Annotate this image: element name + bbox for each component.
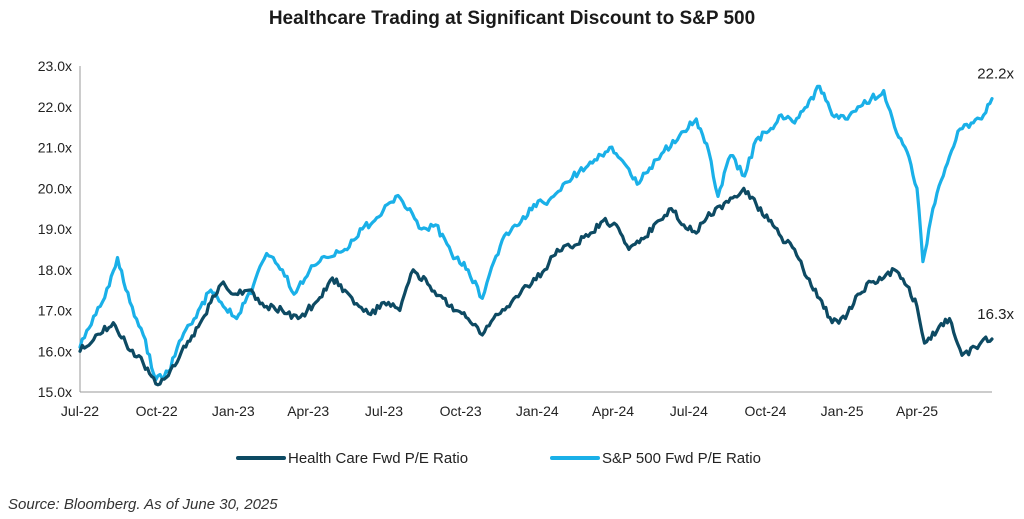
y-tick-label: 22.0x [38,99,72,115]
x-tick-label: Jan-23 [212,403,255,419]
x-tick-label: Oct-24 [744,403,786,419]
y-tick-label: 20.0x [38,180,72,196]
source-note: Source: Bloomberg. As of June 30, 2025 [8,496,278,513]
x-tick-label: Apr-25 [896,403,938,419]
y-tick-label: 21.0x [38,140,72,156]
sp500-end-label: 22.2x [977,66,1014,83]
y-axis: 15.0x 16.0x 17.0x 18.0x 19.0x 20.0x 21.0x 22.0x… [38,58,81,400]
series-layer [78,84,994,387]
x-tick-label: Apr-24 [592,403,634,419]
health-care-series-line [78,186,994,387]
y-tick-label: 18.0x [38,262,72,278]
x-tick-label: Apr-23 [287,403,329,419]
y-tick-label: 16.0x [38,343,72,359]
legend-label-sp500: S&P 500 Fwd P/E Ratio [602,450,761,467]
health-care-end-label: 16.3x [977,306,1014,323]
legend-label-health-care: Health Care Fwd P/E Ratio [288,450,468,467]
x-tick-label: Jul-23 [365,403,403,419]
x-tick-label: Oct-22 [136,403,178,419]
end-labels: 16.3x 22.2x [977,66,1014,323]
x-tick-label: Jul-22 [61,403,99,419]
y-tick-label: 15.0x [38,384,72,400]
y-tick-label: 19.0x [38,221,72,237]
x-tick-label: Oct-23 [440,403,482,419]
x-tick-label: Jan-24 [516,403,559,419]
sp500-series-line [78,84,994,382]
chart-title: Healthcare Trading at Significant Discou… [269,8,755,29]
x-tick-label: Jan-25 [821,403,864,419]
legend: Health Care Fwd P/E Ratio S&P 500 Fwd P/E… [236,450,761,467]
y-tick-label: 17.0x [38,303,72,319]
x-tick-label: Jul-24 [670,403,708,419]
y-tick-label: 23.0x [38,58,72,74]
x-axis: Jul-22 Oct-22 Jan-23 Apr-23 Jul-23 Oct-23 Jan-… [61,391,992,419]
